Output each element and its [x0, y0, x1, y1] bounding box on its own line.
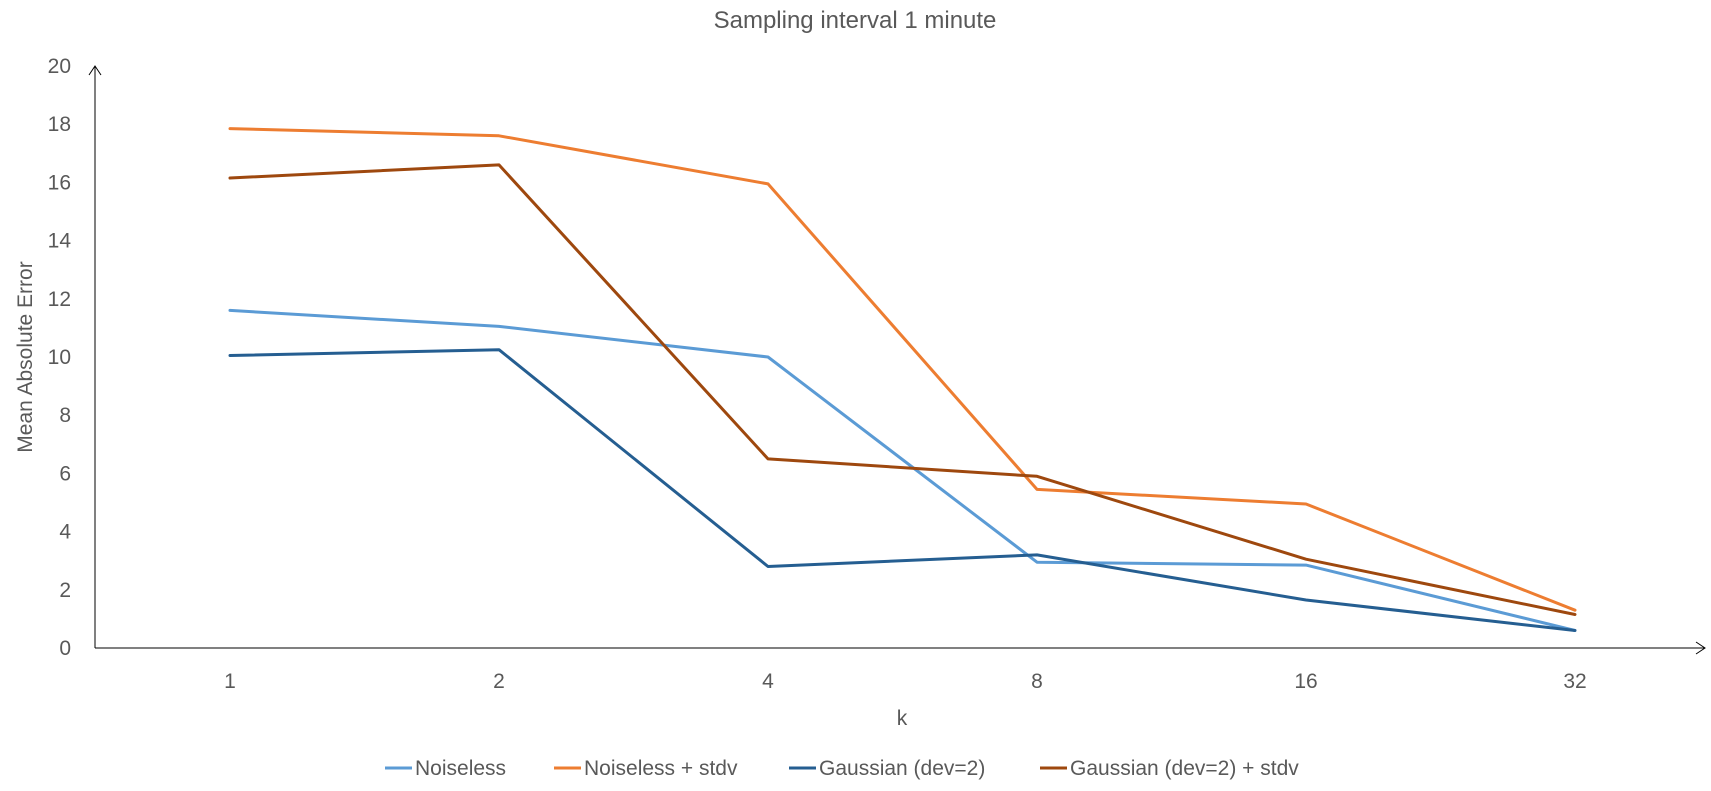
legend-label: Noiseless + stdv	[584, 757, 738, 780]
series-line-1	[228, 308, 1577, 632]
series-line-4	[228, 163, 1577, 616]
chart-title: Sampling interval 1 minute	[714, 7, 997, 34]
x-tick-label: 32	[1563, 670, 1586, 693]
x-axis-label: k	[897, 707, 908, 730]
axes	[88, 65, 1706, 655]
x-tick-label: 1	[224, 670, 236, 693]
y-axis-label: Mean Absolute Error	[14, 261, 37, 452]
legend-label: Gaussian (dev=2) + stdv	[1070, 757, 1299, 780]
y-tick-label: 18	[48, 113, 71, 136]
y-tick-label: 14	[48, 230, 72, 253]
series-lines	[228, 127, 1577, 632]
x-tick-labels: 1 2 4 8 16 32	[224, 670, 1587, 693]
y-tick-labels: 0 2 4 6 8 10 12 14 16 18 20	[48, 55, 72, 660]
y-tick-label: 2	[59, 579, 71, 602]
x-tick-label: 4	[762, 670, 774, 693]
x-tick-label: 2	[493, 670, 505, 693]
x-axis-arrow	[1695, 641, 1706, 655]
y-tick-label: 6	[59, 462, 71, 485]
series-line-2	[228, 127, 1577, 612]
y-tick-label: 20	[48, 55, 71, 78]
legend-label: Gaussian (dev=2)	[819, 757, 985, 780]
y-axis-arrow	[88, 65, 102, 76]
y-tick-label: 16	[48, 171, 71, 194]
legend-label: Noiseless	[415, 757, 506, 780]
y-tick-label: 8	[59, 404, 71, 427]
series-line-3	[228, 348, 1577, 632]
y-tick-label: 4	[59, 521, 71, 544]
x-tick-label: 8	[1031, 670, 1043, 693]
y-tick-label: 10	[48, 346, 71, 369]
x-tick-label: 16	[1294, 670, 1317, 693]
y-tick-label: 0	[59, 637, 71, 660]
y-tick-label: 12	[48, 288, 71, 311]
legend: Noiseless Noiseless + stdv Gaussian (dev=2…	[385, 757, 1299, 780]
